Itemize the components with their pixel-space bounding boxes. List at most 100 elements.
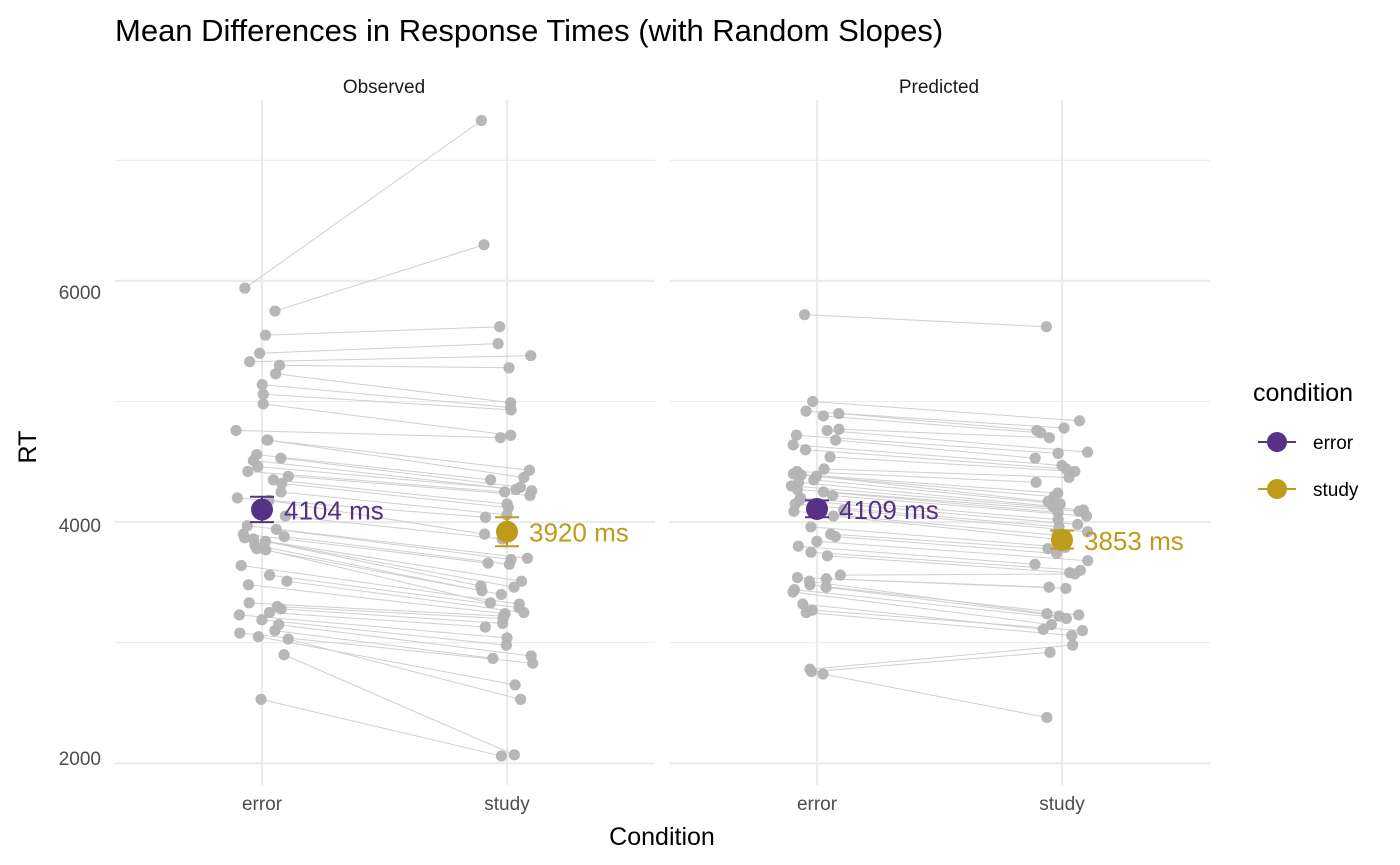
- observed-point-error: [257, 388, 269, 400]
- predicted-point-error: [820, 581, 832, 593]
- predicted-subject-line: [813, 479, 1061, 505]
- predicted-subject-line: [830, 533, 1048, 550]
- observed-point-error: [279, 510, 292, 522]
- observed-subject-line: [275, 373, 511, 404]
- panel-predicted-strip-label: Predicted: [899, 77, 979, 98]
- observed-subject-line: [280, 457, 521, 488]
- observed-point-study: [518, 471, 530, 484]
- observed-point-study: [499, 486, 511, 498]
- observed-subject-line: [279, 364, 510, 369]
- observed-subject-line: [278, 624, 532, 657]
- predicted-point-error: [838, 504, 850, 516]
- observed-subject-line: [249, 602, 504, 617]
- predicted-point-study: [1073, 415, 1086, 427]
- observed-point-study: [503, 362, 515, 374]
- predicted-point-study: [1060, 582, 1072, 595]
- observed-point-study: [505, 404, 517, 416]
- observed-point-error: [259, 535, 272, 547]
- predicted-point-study: [1040, 321, 1053, 333]
- legend-label-error: error: [1313, 433, 1354, 454]
- predicted-point-study: [1060, 463, 1072, 475]
- predicted-subject-line: [829, 456, 1075, 472]
- observed-point-error: [267, 474, 279, 486]
- observed-subject-line: [286, 580, 524, 614]
- predicted-point-error: [798, 309, 811, 321]
- predicted-point-error: [791, 483, 803, 496]
- panel-predicted-x-tick-study: study: [1039, 794, 1085, 815]
- predicted-point-study: [1043, 432, 1056, 444]
- predicted-point-error: [791, 571, 804, 584]
- observed-point-error: [259, 329, 272, 341]
- predicted-subject-line: [793, 444, 1063, 466]
- panel-predicted: Predicted 4109 ms 3853 ms error study: [670, 77, 1210, 815]
- panel-observed-strip-label: Observed: [343, 77, 425, 98]
- legend-key-study: [1258, 479, 1296, 499]
- panel-observed-grid: [115, 100, 655, 785]
- predicted-point-study: [1066, 629, 1078, 642]
- predicted-point-study: [1042, 543, 1054, 555]
- observed-point-error: [270, 368, 282, 380]
- panel-observed-x-tick-error: error: [242, 794, 283, 815]
- observed-point-error: [278, 649, 290, 661]
- predicted-point-error: [830, 434, 842, 446]
- predicted-subject-line: [811, 651, 1051, 673]
- predicted-point-study: [1072, 518, 1084, 531]
- x-axis-label: Condition: [609, 823, 715, 851]
- observed-point-study: [478, 239, 490, 251]
- predicted-mean-label-study: 3853 ms: [1084, 526, 1184, 556]
- observed-point-error: [243, 597, 255, 609]
- panel-predicted-points: [785, 309, 1094, 724]
- observed-point-study: [521, 552, 533, 564]
- observed-point-error: [235, 559, 247, 572]
- legend-key-error: [1258, 432, 1296, 452]
- predicted-point-error: [805, 546, 817, 558]
- observed-point-study: [500, 639, 512, 651]
- observed-point-error: [275, 486, 287, 498]
- predicted-point-error: [824, 451, 836, 463]
- observed-point-study: [475, 114, 488, 127]
- predicted-point-study: [1035, 427, 1047, 439]
- predicted-point-error: [833, 407, 845, 420]
- observed-point-error: [239, 532, 251, 544]
- observed-subject-line: [241, 565, 520, 605]
- predicted-point-study: [1080, 510, 1093, 522]
- panel-predicted-x-tick-error: error: [797, 794, 838, 815]
- observed-subject-line: [288, 638, 521, 700]
- observed-subject-line: [239, 614, 508, 639]
- predicted-point-error: [833, 423, 845, 435]
- observed-subject-line: [280, 491, 507, 516]
- predicted-point-error: [790, 429, 803, 441]
- predicted-subject-line: [809, 584, 1079, 616]
- predicted-subject-line: [823, 415, 1041, 434]
- predicted-point-study: [1069, 568, 1081, 580]
- observed-mean-point-study: [496, 520, 518, 543]
- observed-point-error: [276, 477, 288, 490]
- predicted-point-error: [787, 439, 799, 451]
- observed-point-study: [515, 575, 528, 587]
- observed-subject-line: [265, 326, 500, 336]
- predicted-point-error: [827, 510, 839, 522]
- predicted-point-error: [827, 489, 839, 502]
- observed-point-study: [503, 558, 516, 570]
- predicted-point-study: [1081, 526, 1094, 538]
- observed-point-error: [269, 625, 281, 637]
- observed-point-study: [525, 350, 537, 362]
- observed-point-error: [230, 424, 242, 437]
- observed-point-study: [497, 617, 509, 629]
- predicted-subject-line: [793, 473, 1058, 494]
- observed-point-error: [281, 575, 293, 587]
- predicted-subject-line: [827, 555, 1070, 574]
- predicted-subject-line: [838, 428, 1050, 439]
- predicted-point-study: [1060, 612, 1072, 625]
- y-tick-label-4000: 4000: [59, 516, 101, 537]
- y-tick-label-6000: 6000: [59, 283, 101, 304]
- observed-subject-line: [253, 460, 516, 491]
- observed-point-study: [508, 581, 520, 593]
- predicted-point-error: [804, 579, 816, 591]
- observed-point-error: [278, 530, 290, 543]
- observed-subject-line: [257, 466, 532, 492]
- observed-subject-line: [237, 497, 486, 518]
- observed-subject-line: [284, 536, 510, 565]
- observed-point-error: [275, 452, 287, 464]
